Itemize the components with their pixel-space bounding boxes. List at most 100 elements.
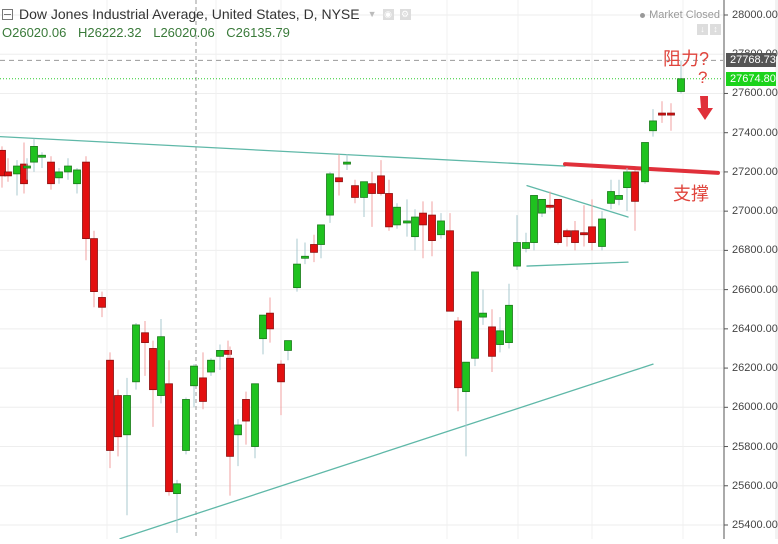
candle	[368, 171, 376, 227]
trendline-upper-descending	[0, 135, 566, 167]
candle	[513, 215, 521, 270]
candle	[182, 397, 190, 455]
candle	[326, 171, 334, 223]
candle	[149, 340, 157, 427]
gear-icon[interactable]: ⚙	[399, 8, 411, 20]
candle	[216, 344, 224, 371]
ohlc-values: O26020.06 H26222.32 L26020.06 C26135.79	[2, 25, 298, 40]
candle	[446, 213, 454, 312]
candle	[496, 317, 504, 353]
arrow-down-icon[interactable]: ↓	[697, 24, 708, 35]
candle	[607, 179, 615, 210]
candle	[419, 201, 427, 259]
candle	[190, 364, 198, 408]
candle	[207, 358, 215, 376]
price-axis-label: 26400.00	[732, 322, 778, 335]
candle	[335, 154, 343, 196]
candle	[293, 238, 301, 292]
candle	[563, 228, 571, 247]
market-status: Market Closed	[640, 9, 720, 21]
symbol-title[interactable]: Dow Jones Industrial Average, United Sta…	[19, 6, 360, 22]
candle	[277, 360, 285, 416]
last-price-tag: 27674.80	[726, 71, 776, 86]
candle	[343, 154, 351, 170]
last-high-tag: 27768.73	[726, 53, 776, 68]
candle	[301, 242, 309, 265]
candle	[522, 232, 530, 253]
trendline-lower-ascending	[119, 363, 654, 540]
candle	[157, 319, 165, 404]
candle	[106, 352, 114, 469]
candle	[580, 205, 588, 247]
candle	[437, 213, 445, 239]
candle	[615, 179, 623, 206]
price-axis-label: 27000.00	[732, 205, 778, 218]
annotation-question: ?	[698, 68, 708, 87]
annotation-resistance: 阻力?	[663, 49, 710, 69]
price-axis-label: 27400.00	[732, 126, 778, 139]
annotation-support: 支撑	[673, 184, 709, 204]
low-value: L26020.06	[153, 25, 215, 40]
collapse-icon[interactable]	[2, 8, 13, 20]
candle	[82, 156, 90, 261]
candle	[505, 283, 513, 349]
candle	[377, 160, 385, 196]
price-axis-label: 25400.00	[732, 519, 778, 531]
open-value: O26020.06	[2, 25, 67, 40]
chevron-down-icon[interactable]: ▼	[367, 9, 377, 19]
candle	[199, 352, 207, 410]
trendline-triangle-top	[526, 185, 629, 218]
candle	[538, 198, 546, 218]
candle	[462, 361, 470, 457]
candle	[554, 198, 562, 245]
candle	[598, 211, 606, 251]
candle	[38, 152, 46, 168]
price-axis-label: 26000.00	[732, 401, 778, 414]
candle	[284, 340, 292, 361]
candle	[23, 158, 31, 180]
candle	[623, 168, 631, 212]
eye-icon[interactable]: ◉	[382, 8, 394, 20]
candle	[360, 181, 368, 218]
price-axis-label: 26200.00	[732, 362, 778, 375]
candle	[488, 309, 496, 372]
candle	[259, 314, 267, 355]
candle	[658, 101, 666, 123]
candle	[588, 199, 596, 251]
candle	[73, 168, 81, 194]
candle	[114, 389, 122, 457]
candle	[428, 201, 436, 257]
candle	[132, 322, 140, 390]
price-axis-label: 25600.00	[732, 479, 778, 492]
candle	[667, 103, 675, 131]
candle	[479, 289, 487, 325]
trendline-triangle-bottom	[526, 261, 629, 267]
candle	[546, 191, 554, 210]
candle	[173, 479, 181, 533]
candle	[13, 160, 21, 196]
candle	[454, 317, 462, 412]
candle	[30, 138, 38, 172]
candle	[411, 209, 419, 251]
candle	[317, 224, 325, 259]
candle	[385, 179, 393, 231]
arrows-updown-icon[interactable]: ↕	[710, 24, 721, 35]
price-axis-label: 27600.00	[732, 87, 778, 100]
down-arrow-icon	[697, 96, 713, 120]
candle	[98, 291, 106, 318]
candle	[165, 360, 173, 496]
symbol-header: Dow Jones Industrial Average, United Sta…	[2, 6, 411, 22]
candle	[471, 271, 479, 367]
candle	[266, 297, 274, 343]
candle	[234, 419, 242, 467]
candle	[631, 169, 639, 231]
close-value: C26135.79	[226, 25, 290, 40]
candle	[141, 321, 149, 376]
price-axis-label: 26800.00	[732, 244, 778, 257]
candle	[310, 234, 318, 263]
candle	[530, 195, 538, 251]
high-value: H26222.32	[77, 25, 142, 40]
candle	[677, 60, 685, 94]
